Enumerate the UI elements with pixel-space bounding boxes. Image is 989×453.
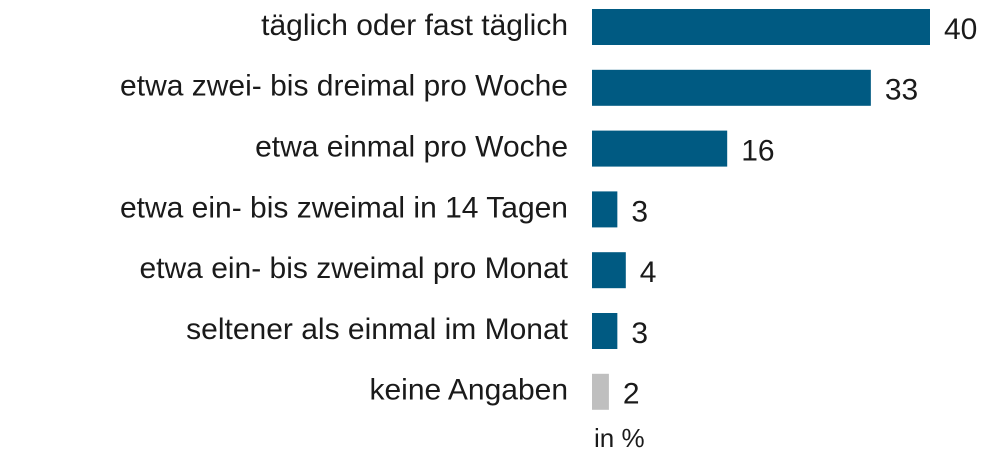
bar [592,252,626,289]
category-label: etwa ein- bis zweimal in 14 Tagen [120,191,568,224]
category-label: etwa ein- bis zweimal pro Monat [139,252,568,285]
value-label: 40 [944,13,977,46]
unit-label: in % [594,423,645,453]
category-label: täglich oder fast täglich [261,9,568,42]
bar [592,130,728,167]
bar [592,373,609,410]
bar [592,9,930,45]
bar [592,191,618,228]
bar [592,69,871,106]
value-label: 16 [741,135,774,168]
category-label: etwa einmal pro Woche [255,131,568,164]
value-label: 33 [885,74,918,107]
category-label: seltener als einmal im Monat [186,313,568,346]
value-label: 3 [631,195,648,228]
value-label: 2 [623,378,640,411]
category-label: keine Angaben [369,374,568,407]
value-label: 3 [631,317,648,350]
category-label: etwa zwei- bis dreimal pro Woche [120,70,568,103]
bar [592,313,618,349]
value-label: 4 [640,256,657,289]
